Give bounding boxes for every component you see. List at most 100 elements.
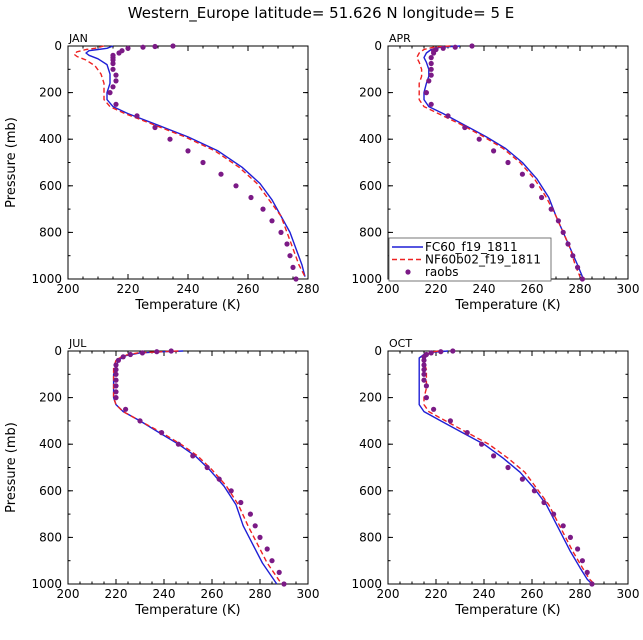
raobs-point [428, 101, 434, 107]
legend-marker-raobs [405, 269, 411, 275]
legend-label: raobs [425, 265, 459, 279]
raobs-point [113, 101, 119, 107]
x-tick-label: 220 [425, 282, 448, 296]
raobs-point [584, 569, 590, 576]
raobs-point [123, 406, 129, 412]
x-tick-label: 280 [569, 587, 592, 601]
raobs-point [570, 253, 576, 259]
raobs-point [579, 558, 586, 564]
x-tick-label: 280 [297, 282, 320, 296]
legend-label: NF60b02_f19_1811 [425, 253, 541, 267]
raobs-point [134, 113, 140, 119]
raobs-point [238, 499, 244, 506]
raobs-point [113, 367, 119, 373]
x-tick-label: 300 [297, 587, 320, 601]
x-tick-label: 220 [117, 282, 140, 296]
raobs-point [421, 357, 427, 363]
raobs-point [113, 362, 119, 368]
raobs-point [137, 418, 143, 424]
x-tick-label: 260 [521, 587, 544, 601]
raobs-point [159, 430, 165, 436]
raobs-point [110, 84, 116, 90]
raobs-point [113, 395, 119, 401]
raobs-point [152, 124, 158, 131]
raobs-point [252, 523, 258, 529]
x-tick-label: 280 [249, 587, 272, 601]
raobs-point [269, 558, 275, 564]
panel-label: OCT [389, 337, 412, 350]
panel-label: JAN [68, 32, 88, 45]
x-tick-label: 260 [201, 587, 224, 601]
panel-oct: 200 220 240 260 280 300 0 200 400 600 800 1000 Tempe… [351, 337, 639, 618]
series-line-fc60_f19_1811 [85, 45, 306, 277]
raobs-point [567, 534, 574, 541]
raobs-point [233, 183, 239, 189]
x-tick-label: 200 [57, 282, 80, 296]
y-tick-label: 600 [39, 179, 62, 193]
raobs-point [200, 159, 206, 166]
raobs-point [548, 206, 554, 212]
raobs-point [531, 488, 538, 494]
y-tick-label: 800 [39, 225, 62, 239]
y-tick-label: 200 [39, 391, 62, 405]
figure-title: Western_Europe latitude= 51.626 N longit… [128, 4, 514, 23]
panel-apr: 200 220 240 260 280 300 0 200 400 600 800 1000 Tempe… [351, 32, 639, 313]
y-tick-label: 0 [54, 344, 62, 358]
raobs-point [450, 348, 456, 354]
raobs-point [120, 354, 126, 360]
raobs-point [287, 253, 293, 259]
x-tick-label: 200 [377, 282, 400, 296]
x-axis-title: Temperature (K) [454, 298, 560, 313]
raobs-point [260, 206, 266, 212]
series-line-fc60_f19_1811 [112, 350, 278, 585]
x-axis-title: Temperature (K) [134, 603, 240, 618]
y-tick-label: 800 [359, 225, 382, 239]
raobs-point [421, 371, 427, 377]
raobs-point [579, 276, 586, 282]
y-tick-label: 400 [39, 132, 62, 146]
raobs-point [428, 60, 434, 67]
x-tick-label: 240 [473, 282, 496, 296]
y-tick-label: 1000 [351, 577, 382, 591]
x-axis-title: Temperature (K) [454, 603, 560, 618]
raobs-point [293, 276, 299, 282]
raobs-point [248, 194, 254, 201]
raobs-point [175, 441, 181, 447]
y-axis-title: Pressure (mb) [4, 422, 19, 513]
raobs-point [228, 488, 234, 494]
y-tick-label: 800 [39, 530, 62, 544]
raobs-point [491, 453, 497, 459]
x-tick-label: 200 [57, 587, 80, 601]
y-tick-label: 200 [39, 86, 62, 100]
panel-jan: 200 220 240 260 280 0 200 400 600 800 1000 Temperat… [4, 32, 319, 313]
raobs-point [154, 349, 160, 355]
raobs-point [421, 362, 427, 368]
raobs-point [575, 546, 581, 552]
x-tick-label: 300 [617, 587, 640, 601]
y-tick-label: 400 [359, 132, 382, 146]
y-tick-label: 1000 [31, 577, 62, 591]
raobs-point [479, 441, 485, 447]
raobs-point [423, 90, 429, 96]
raobs-point [113, 383, 119, 389]
raobs-point [152, 43, 158, 50]
y-tick-label: 0 [54, 39, 62, 53]
plot-frame [67, 350, 309, 585]
raobs-point [519, 476, 526, 482]
raobs-point [110, 60, 116, 67]
raobs-point [110, 66, 116, 72]
raobs-point [276, 569, 282, 576]
y-tick-label: 0 [374, 39, 382, 53]
raobs-point [452, 44, 458, 50]
raobs-point [428, 72, 434, 78]
raobs-point [218, 171, 224, 177]
raobs-point [421, 377, 427, 383]
y-tick-label: 0 [374, 344, 382, 358]
y-tick-label: 200 [359, 391, 382, 405]
raobs-point [565, 241, 571, 247]
y-tick-label: 200 [359, 86, 382, 100]
y-tick-label: 400 [359, 437, 382, 451]
raobs-point [423, 383, 429, 389]
